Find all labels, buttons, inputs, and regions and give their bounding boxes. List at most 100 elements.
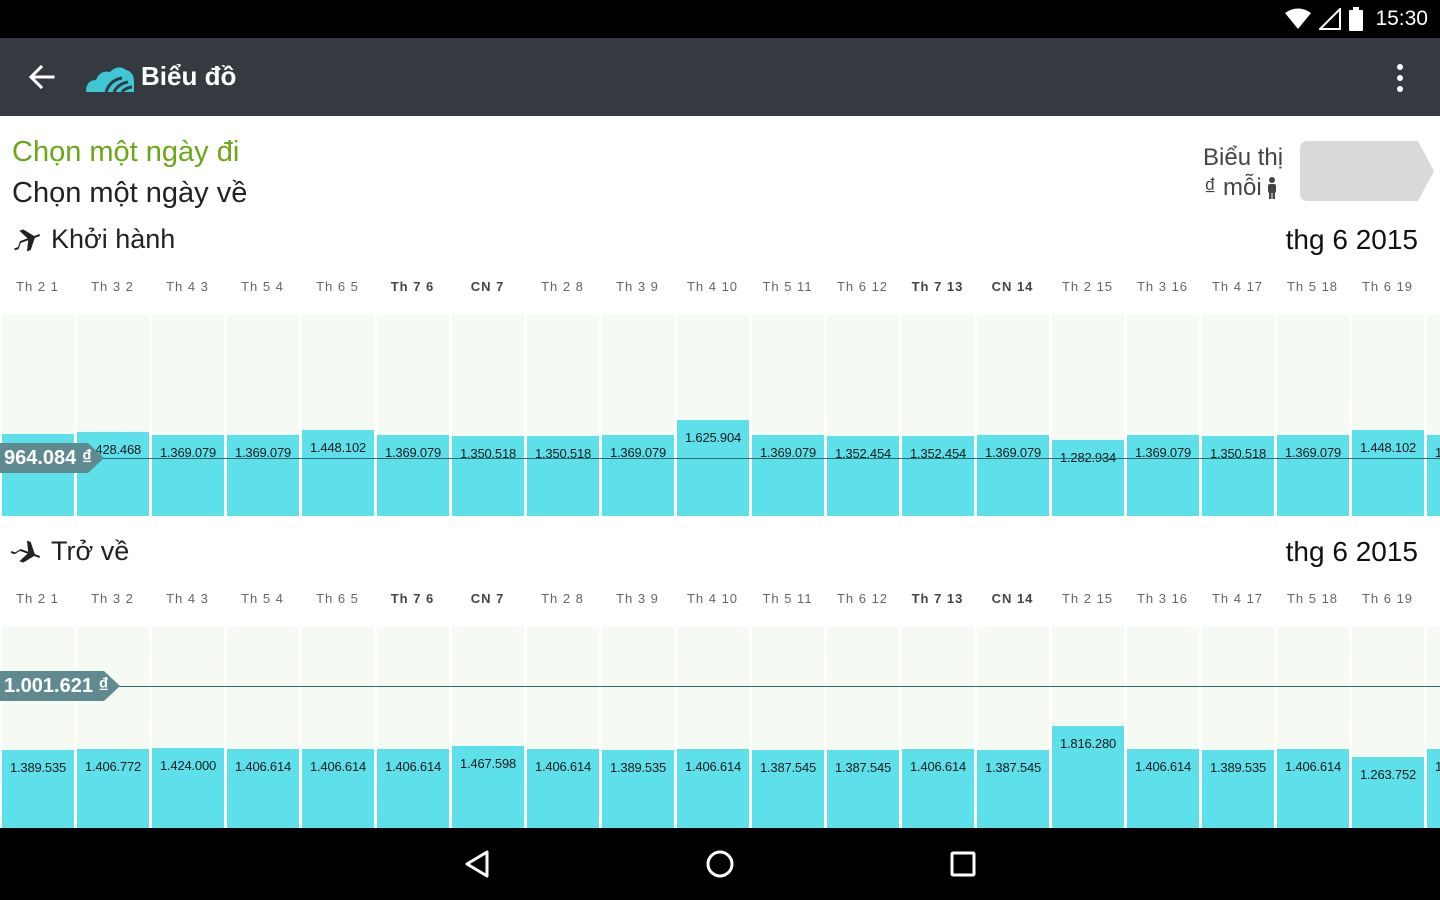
day-label[interactable]: Th 3 2: [91, 279, 134, 294]
price-bar[interactable]: [902, 749, 974, 828]
price-bar[interactable]: [377, 435, 449, 516]
nav-recents-button[interactable]: [941, 842, 985, 886]
day-label[interactable]: CN 14: [991, 591, 1034, 606]
day-label[interactable]: CN 14: [991, 279, 1034, 294]
price-bar[interactable]: [1127, 435, 1199, 516]
day-label[interactable]: Th 4 17: [1211, 591, 1264, 606]
price-bar[interactable]: [1277, 435, 1349, 516]
overflow-menu-button[interactable]: [1382, 60, 1418, 96]
price-bar[interactable]: [752, 435, 824, 516]
day-label[interactable]: Th 7 6: [390, 279, 435, 294]
price-bar[interactable]: [902, 436, 974, 516]
bar-value-label: 1.406.614: [684, 759, 742, 774]
day-label[interactable]: Th 3 16: [1136, 591, 1189, 606]
price-bar[interactable]: [527, 436, 599, 516]
day-label[interactable]: Th 2 1: [16, 279, 59, 294]
price-bar[interactable]: [1202, 750, 1274, 828]
price-bar[interactable]: [77, 749, 149, 828]
inbound-title: Trở về: [51, 536, 130, 566]
day-label[interactable]: Th 6 19: [1361, 591, 1414, 606]
price-bar[interactable]: [977, 435, 1049, 516]
price-bar[interactable]: [827, 436, 899, 516]
price-bar[interactable]: [1427, 435, 1440, 516]
day-label[interactable]: Th 4 10: [686, 591, 739, 606]
price-bar[interactable]: [302, 749, 374, 828]
bar-value-label: 1.816.280: [1059, 736, 1117, 751]
bar-value-label: 1.406.614: [534, 759, 592, 774]
price-bar[interactable]: [752, 750, 824, 828]
day-label[interactable]: CN 7: [470, 591, 505, 606]
per-person-toggle[interactable]: [1300, 141, 1434, 201]
day-label[interactable]: Th 7 13: [911, 591, 964, 606]
day-label[interactable]: Th 6 5: [316, 591, 359, 606]
price-bar[interactable]: [602, 750, 674, 828]
price-bar[interactable]: [602, 435, 674, 516]
bar-value-label: 1.369.079: [984, 445, 1042, 460]
average-price-line: [0, 686, 1440, 687]
day-label[interactable]: Th 2 15: [1061, 279, 1114, 294]
nav-back-button[interactable]: [455, 842, 499, 886]
price-bar[interactable]: [827, 750, 899, 828]
price-bar[interactable]: [1052, 726, 1124, 828]
app-bar: Biểu đồ: [0, 38, 1440, 116]
price-bar[interactable]: [452, 436, 524, 516]
bar-value-label: 1.406.614: [309, 759, 367, 774]
price-bar[interactable]: [1352, 757, 1424, 828]
arrival-plane-icon: [10, 540, 41, 563]
pick-depart-date[interactable]: Chọn một ngày đi: [12, 136, 240, 168]
bar-value-label: 1.406.614: [234, 759, 292, 774]
day-label[interactable]: Th 4 17: [1211, 279, 1264, 294]
day-label[interactable]: Th 3 16: [1136, 279, 1189, 294]
day-label[interactable]: Th 2 1: [16, 591, 59, 606]
day-label[interactable]: Th 2 8: [541, 279, 584, 294]
price-bar[interactable]: [227, 749, 299, 828]
day-label[interactable]: Th 5 18: [1286, 279, 1339, 294]
price-bar[interactable]: [227, 435, 299, 516]
price-bar[interactable]: [152, 748, 224, 828]
day-label[interactable]: Th 2 15: [1061, 591, 1114, 606]
day-label[interactable]: Th 4 10: [686, 279, 739, 294]
day-label[interactable]: Th 3 2: [91, 591, 134, 606]
pick-return-date[interactable]: Chọn một ngày về: [12, 177, 248, 209]
price-bar[interactable]: [1127, 749, 1199, 828]
day-label[interactable]: Th 6 12: [836, 279, 889, 294]
bar-value-label: 1.428.468: [84, 442, 142, 457]
back-button[interactable]: [24, 57, 60, 97]
price-bar[interactable]: [1427, 749, 1440, 828]
day-label[interactable]: Th 3 9: [616, 591, 659, 606]
price-bar[interactable]: [677, 749, 749, 828]
outbound-month[interactable]: thg 6 2015: [1285, 224, 1418, 255]
day-label[interactable]: Th 5 18: [1286, 591, 1339, 606]
day-label[interactable]: Th 5 4: [241, 279, 284, 294]
day-label[interactable]: Th 3 9: [616, 279, 659, 294]
day-label[interactable]: Th 7 13: [911, 279, 964, 294]
outbound-bar-chart: 1.384.0001.428.4681.369.0791.369.0791.44…: [0, 315, 1440, 516]
triangle-back-icon: [465, 850, 489, 878]
price-bar[interactable]: [1277, 749, 1349, 828]
day-label[interactable]: Th 2 8: [541, 591, 584, 606]
day-label[interactable]: Th 6 19: [1361, 279, 1414, 294]
day-label[interactable]: Th 6 5: [316, 279, 359, 294]
price-bar[interactable]: [977, 750, 1049, 828]
price-bar[interactable]: [1202, 436, 1274, 516]
day-label[interactable]: Th 5 11: [762, 279, 813, 294]
day-label[interactable]: Th 5 4: [241, 591, 284, 606]
day-label[interactable]: Th 4 3: [166, 591, 209, 606]
inbound-month[interactable]: thg 6 2015: [1285, 536, 1418, 567]
price-bar[interactable]: [2, 750, 74, 828]
price-bar[interactable]: [1052, 440, 1124, 516]
price-bar[interactable]: [377, 749, 449, 828]
price-bar[interactable]: [1352, 430, 1424, 516]
day-label[interactable]: Th 7 6: [390, 591, 435, 606]
price-bar[interactable]: [302, 430, 374, 516]
nav-bar: [0, 828, 1440, 900]
day-label[interactable]: Th 6 12: [836, 591, 889, 606]
nav-home-button[interactable]: [698, 842, 742, 886]
day-label[interactable]: Th 4 3: [166, 279, 209, 294]
price-bar[interactable]: [527, 749, 599, 828]
day-label[interactable]: CN 7: [470, 279, 505, 294]
price-bar[interactable]: [152, 435, 224, 516]
price-bar[interactable]: [452, 746, 524, 828]
price-bar[interactable]: [677, 420, 749, 516]
day-label[interactable]: Th 5 11: [762, 591, 813, 606]
